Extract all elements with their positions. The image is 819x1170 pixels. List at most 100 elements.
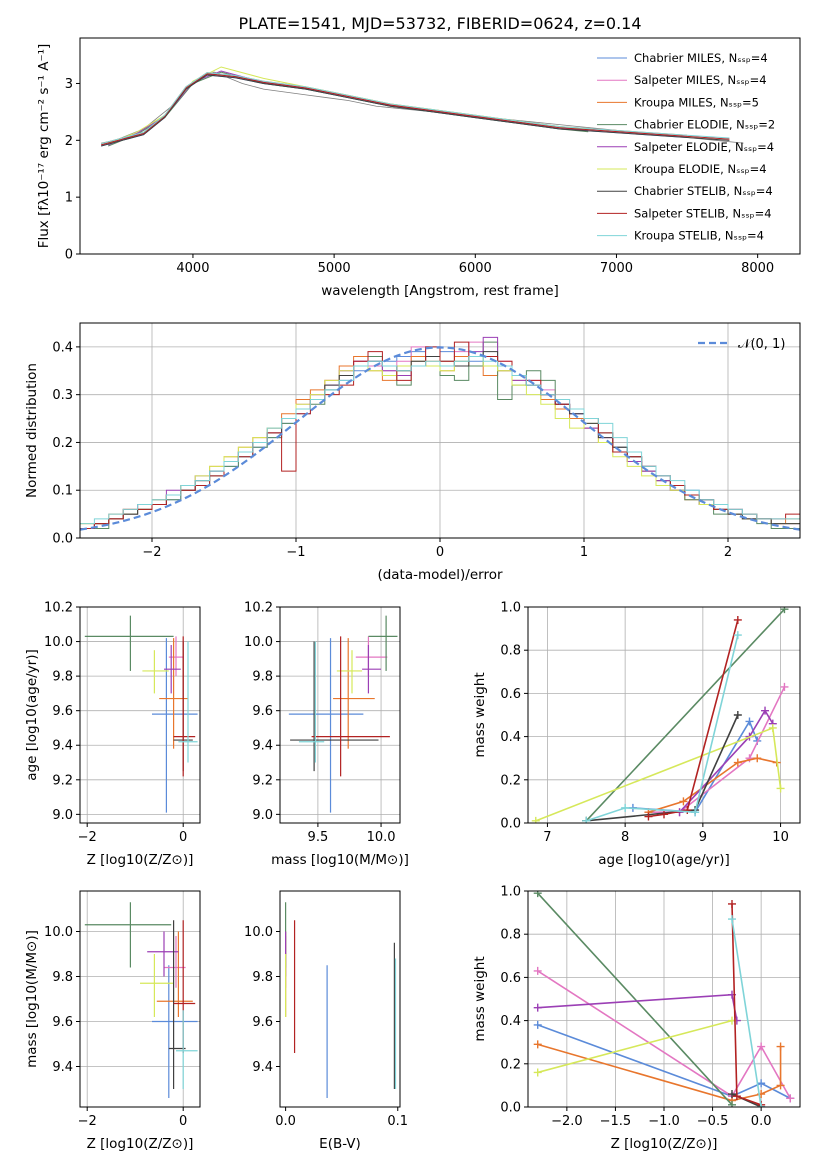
normal-curve — [80, 346, 800, 531]
x-tick-label: −1 — [286, 545, 305, 560]
weight-marker — [728, 1100, 736, 1107]
y-tick-label: 2 — [65, 134, 73, 149]
weight-marker — [768, 723, 777, 732]
x-tick-label: −2 — [78, 1114, 97, 1129]
model-line — [108, 70, 589, 146]
x-tick-label: −2.0 — [551, 1114, 583, 1129]
weight-marker — [776, 1042, 785, 1051]
weight-marker — [786, 1094, 795, 1103]
weight-marker — [745, 754, 754, 763]
y-tick-label: 9.8 — [52, 670, 73, 685]
x-tick-label: 9 — [699, 830, 707, 845]
y-tick-label: 0.0 — [500, 817, 521, 832]
x-axis-label: E(B-V) — [319, 1136, 361, 1152]
y-tick-label: 0.8 — [500, 928, 521, 943]
model-line — [101, 74, 730, 147]
y-axis-label: mass weight — [472, 956, 488, 1041]
weight-marker — [533, 1020, 542, 1029]
x-tick-label: 9.5 — [308, 830, 329, 845]
weight-marker — [533, 1003, 542, 1012]
x-tick-label: −2 — [142, 545, 161, 560]
weight-line — [678, 709, 774, 813]
y-tick-label: 0.3 — [52, 388, 73, 403]
weight-marker — [683, 806, 692, 815]
x-tick-label: −2 — [78, 830, 97, 845]
y-tick-label: 0.0 — [52, 532, 73, 547]
legend-label: Kroupa MILES, Nₛₛₚ=5 — [634, 95, 759, 109]
chart-weight-vs-Z: −2.0 −1.5 −1.0 −0.5 0.0 0.0 0.2 0.4 0.6 0.8 1.0 Z [… — [472, 885, 801, 1152]
x-tick-label: 8000 — [741, 261, 774, 276]
y-tick-label: 3 — [65, 77, 73, 92]
legend-label: Salpeter ELODIE, Nₛₛₚ=4 — [634, 140, 774, 154]
plot-area — [80, 336, 800, 538]
legend-label: 𝒩(0, 1) — [738, 337, 785, 352]
chart-age-vs-Z: −2 0 9.0 9.2 9.4 9.6 9.8 10.0 10.2 Z [log10(Z/Z⊙)… — [24, 601, 201, 868]
y-tick-label: 0.1 — [52, 484, 73, 499]
weight-marker — [761, 706, 770, 715]
legend-label: Kroupa ELODIE, Nₛₛₚ=4 — [634, 162, 767, 176]
x-axis-label: age [log10(age/yr)] — [598, 852, 730, 868]
weight-marker — [733, 631, 742, 640]
y-tick-label: 1.0 — [500, 885, 521, 900]
chart-spectrum: Chabrier MILES, Nₛₛₚ=4 Salpeter MILES, Nₛ… — [36, 37, 801, 299]
x-tick-label: 0 — [179, 830, 187, 845]
x-tick-label: −0.5 — [697, 1114, 729, 1129]
histogram-step — [80, 355, 800, 538]
y-tick-label: 1 — [65, 191, 73, 206]
weight-marker — [660, 810, 668, 819]
weight-marker — [621, 803, 630, 812]
weight-marker — [757, 1042, 766, 1051]
y-tick-label: 0.6 — [500, 687, 521, 702]
y-tick-label: 0.2 — [500, 1057, 521, 1072]
model-line — [101, 73, 730, 146]
weight-marker — [733, 711, 742, 719]
y-tick-label: 9.4 — [52, 1060, 73, 1075]
weight-marker — [776, 784, 785, 793]
y-axis-label: age [log10(age/yr)] — [24, 649, 40, 781]
x-axis-label: Z [log10(Z/Z⊙)] — [87, 852, 194, 868]
chart-age-vs-mass: 9.5 10.0 9.0 9.2 9.4 9.6 9.8 10.0 10.2 mass [log1… — [244, 601, 409, 869]
x-tick-label: 7000 — [600, 261, 633, 276]
x-tick-label: 1 — [580, 545, 588, 560]
axes-frame — [279, 606, 401, 824]
x-tick-label: 0 — [179, 1114, 187, 1129]
x-tick-label: 4000 — [176, 261, 209, 276]
legend-label: Chabrier ELODIE, Nₛₛₚ=2 — [634, 118, 775, 132]
weight-marker — [644, 812, 653, 821]
y-tick-label: 10.2 — [244, 601, 273, 616]
legend-label: Chabrier STELIB, Nₛₛₚ=4 — [634, 184, 773, 198]
y-tick-label: 1.0 — [500, 601, 521, 616]
axes-frame — [79, 890, 201, 1108]
x-tick-label: 5000 — [318, 261, 351, 276]
x-tick-label: 0.0 — [751, 1114, 772, 1129]
weight-line — [648, 619, 739, 818]
model-line — [101, 72, 730, 145]
weight-line — [537, 892, 733, 1106]
plot-area — [531, 607, 789, 823]
weight-marker — [733, 615, 742, 624]
y-tick-label: 0.4 — [52, 340, 73, 355]
weight-line — [537, 970, 791, 1099]
y-axis-label: mass [log10(M/M⊙)] — [24, 930, 40, 1068]
y-tick-label: 10.0 — [44, 925, 73, 940]
weight-line — [586, 634, 739, 822]
weight-marker — [533, 1040, 542, 1049]
y-tick-label: 0.2 — [500, 773, 521, 788]
weight-line — [648, 757, 777, 813]
axes-frame — [279, 890, 401, 1108]
x-tick-label: 2 — [724, 545, 732, 560]
chart-weight-vs-age: 7 8 9 10 0.0 0.2 0.4 0.6 0.8 1.0 age [log10(age/yr… — [472, 601, 801, 868]
y-tick-label: 0.4 — [500, 1014, 521, 1029]
legend-label: Chabrier MILES, Nₛₛₚ=4 — [634, 51, 768, 65]
y-tick-label: 9.4 — [252, 739, 273, 754]
y-tick-label: 9.4 — [252, 1060, 273, 1075]
y-tick-label: 9.4 — [52, 739, 73, 754]
weight-marker — [728, 1090, 736, 1099]
x-tick-label: 10 — [772, 830, 789, 845]
weight-marker — [757, 1079, 766, 1088]
y-tick-label: 0.2 — [52, 436, 73, 451]
weight-marker — [679, 797, 688, 806]
plot-area — [288, 615, 398, 813]
x-tick-label: −1.0 — [648, 1114, 680, 1129]
